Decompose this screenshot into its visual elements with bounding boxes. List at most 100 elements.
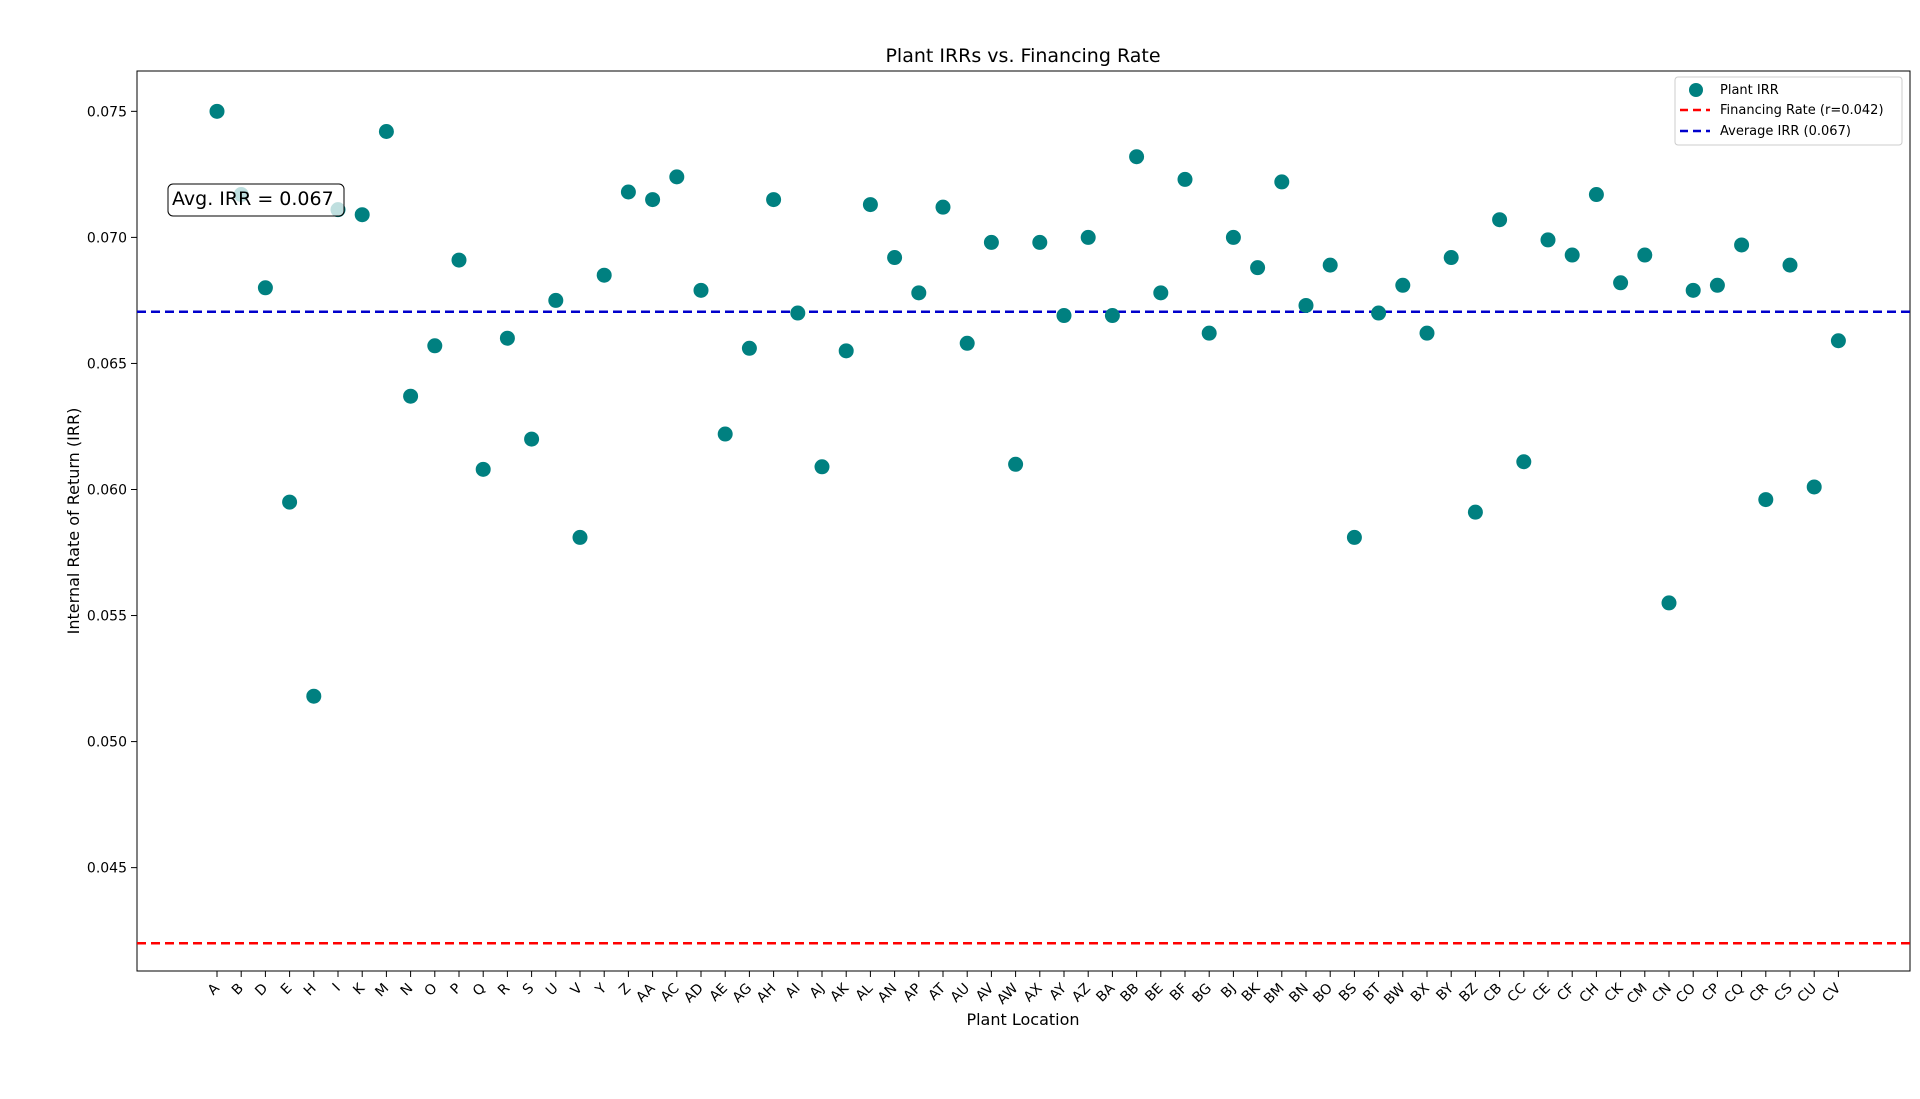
data-point [862, 197, 878, 213]
y-axis: 0.045 0.050 0.055 0.060 0.065 0.070 0.075 [87, 104, 137, 877]
x-tick-label: BB [1118, 981, 1143, 1006]
data-point [1153, 285, 1169, 301]
x-tick-label: N [398, 981, 417, 1000]
data-point [741, 340, 757, 356]
data-point [524, 431, 540, 447]
data-point [693, 282, 709, 298]
x-tick-label: AK [827, 980, 852, 1005]
data-point [475, 461, 491, 477]
data-point [983, 234, 999, 250]
x-tick-label: AA [633, 980, 658, 1005]
x-tick-label: CO [1673, 981, 1699, 1007]
x-tick-label: BT [1360, 980, 1384, 1004]
avg-annotation-text: Avg. IRR = 0.067 [172, 188, 334, 210]
x-tick-label: CC [1504, 980, 1529, 1005]
x-tick-label: R [495, 980, 513, 998]
data-point [572, 529, 588, 545]
data-point [1564, 247, 1580, 263]
y-tick-label: 0.050 [87, 735, 127, 751]
x-tick-label: BY [1433, 980, 1457, 1004]
x-tick-label: CN [1649, 981, 1675, 1007]
data-point [1250, 260, 1266, 276]
x-tick-label: BZ [1456, 981, 1481, 1006]
x-tick-label: BN [1286, 981, 1312, 1007]
x-tick-label: AN [875, 981, 901, 1007]
x-tick-label: AW [994, 980, 1021, 1007]
reference-lines [137, 310, 1910, 945]
data-point [1613, 275, 1629, 291]
x-tick-label: S [520, 980, 538, 998]
data-point [1806, 479, 1822, 495]
data-point [1225, 229, 1241, 245]
plot-area-frame [136, 70, 1911, 972]
data-point [1685, 282, 1701, 298]
x-tick-label: K [350, 980, 368, 998]
x-tick-label: B [229, 981, 247, 999]
x-tick-label: AU [948, 981, 973, 1006]
legend-label-plant-irr: Plant IRR [1720, 83, 1779, 98]
x-tick-label: CS [1771, 980, 1796, 1005]
x-tick-label: CQ [1721, 981, 1747, 1007]
data-point [1346, 529, 1362, 545]
data-point [1080, 229, 1096, 245]
data-point [1371, 305, 1387, 321]
x-tick-label: V [568, 980, 586, 998]
x-tick-label: BW [1381, 980, 1409, 1008]
x-tick-label: BG [1189, 981, 1215, 1007]
data-point [1298, 297, 1314, 313]
x-tick-label: CK [1602, 980, 1627, 1005]
data-point [1492, 212, 1508, 228]
x-tick-label: CE [1529, 981, 1553, 1005]
x-tick-label: AC [658, 980, 683, 1005]
x-tick-label: H [301, 981, 320, 1000]
x-tick-label: CH [1577, 981, 1603, 1007]
data-point [1830, 333, 1846, 349]
data-point [257, 280, 273, 296]
data-point [378, 124, 394, 140]
data-point [1201, 325, 1217, 341]
x-tick-label: I [330, 981, 344, 995]
data-point [1734, 237, 1750, 253]
legend: Plant IRR Financing Rate (r=0.042) Avera… [1674, 76, 1903, 146]
legend-label-financing-rate: Financing Rate (r=0.042) [1720, 103, 1884, 118]
data-point [645, 192, 661, 208]
x-tick-label: AJ [807, 981, 828, 1002]
chart-title: Plant IRRs vs. Financing Rate [885, 45, 1160, 67]
x-tick-label: D [252, 981, 271, 1000]
x-tick-label: CR [1747, 980, 1772, 1005]
x-tick-label: BX [1408, 980, 1433, 1005]
x-tick-label: AY [1046, 980, 1070, 1004]
data-point [1322, 257, 1338, 273]
x-tick-label: CF [1554, 981, 1578, 1005]
data-point [1540, 232, 1556, 248]
data-point [887, 250, 903, 266]
data-point [354, 207, 370, 223]
x-tick-label: Y [592, 980, 610, 998]
x-tick-label: AL [853, 980, 877, 1004]
data-point [282, 494, 298, 510]
scatter-points [209, 103, 1846, 704]
data-point [1637, 247, 1653, 263]
x-tick-label: AE [707, 981, 731, 1005]
data-point [499, 330, 515, 346]
x-tick-label: BE [1142, 981, 1166, 1005]
data-point [790, 305, 806, 321]
y-tick-label: 0.065 [87, 356, 127, 372]
data-point [1274, 174, 1290, 190]
data-point [1104, 308, 1120, 324]
x-tick-label: AX [1021, 980, 1046, 1005]
data-point [209, 103, 225, 119]
data-point [1758, 492, 1774, 508]
data-point [1129, 149, 1145, 165]
data-point [306, 688, 322, 704]
data-point [1467, 504, 1483, 520]
x-tick-label: AZ [1069, 981, 1094, 1006]
x-tick-label: O [422, 981, 441, 1000]
x-tick-label: AI [783, 981, 804, 1002]
x-axis-label: Plant Location [966, 1010, 1079, 1029]
x-tick-label: BM [1261, 981, 1288, 1008]
x-tick-label: CU [1795, 981, 1820, 1006]
data-point [620, 184, 636, 200]
